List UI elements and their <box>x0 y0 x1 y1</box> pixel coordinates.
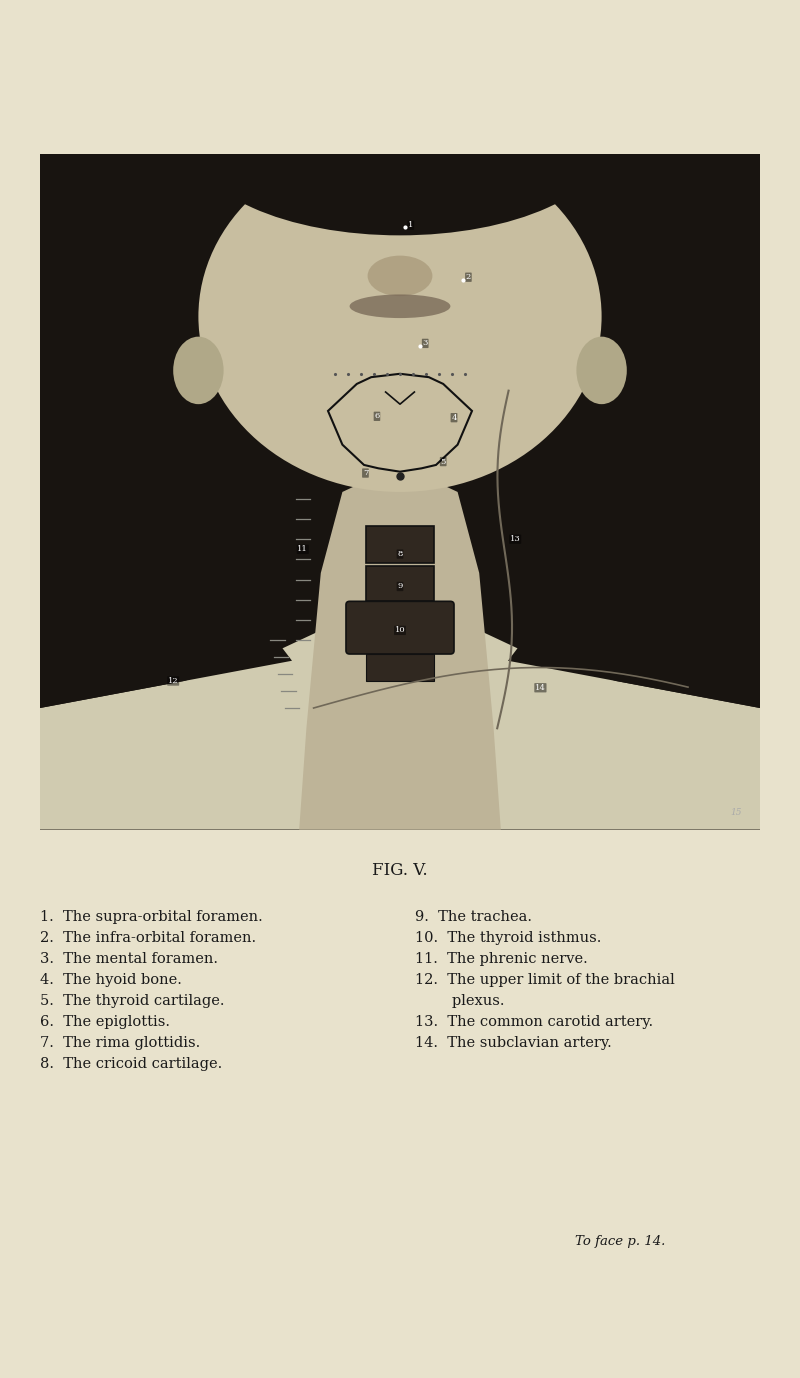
Bar <box>366 655 434 681</box>
Text: 3.  The mental foramen.: 3. The mental foramen. <box>40 952 218 966</box>
Polygon shape <box>299 464 501 830</box>
Text: 2: 2 <box>466 273 471 281</box>
Text: 14.  The subclavian artery.: 14. The subclavian artery. <box>415 1036 612 1050</box>
Text: 5.  The thyroid cartilage.: 5. The thyroid cartilage. <box>40 994 225 1007</box>
Text: plexus.: plexus. <box>415 994 505 1007</box>
Text: 1.  The supra-orbital foramen.: 1. The supra-orbital foramen. <box>40 909 262 925</box>
Text: 13: 13 <box>510 535 521 543</box>
Text: 2.  The infra-orbital foramen.: 2. The infra-orbital foramen. <box>40 932 256 945</box>
Ellipse shape <box>350 295 450 318</box>
Ellipse shape <box>191 47 609 236</box>
FancyBboxPatch shape <box>346 601 454 655</box>
Text: 3: 3 <box>422 339 428 347</box>
Bar <box>366 566 434 601</box>
Ellipse shape <box>198 141 602 492</box>
Polygon shape <box>40 276 292 708</box>
Polygon shape <box>40 154 242 324</box>
Polygon shape <box>40 613 760 830</box>
Text: 11: 11 <box>298 546 308 554</box>
Text: 12: 12 <box>168 677 178 685</box>
Text: 12.  The upper limit of the brachial: 12. The upper limit of the brachial <box>415 973 674 987</box>
Text: FIG. V.: FIG. V. <box>372 863 428 879</box>
Ellipse shape <box>368 256 432 296</box>
Text: 7.  The rima glottidis.: 7. The rima glottidis. <box>40 1036 200 1050</box>
Text: 9: 9 <box>398 583 402 591</box>
Text: 11.  The phrenic nerve.: 11. The phrenic nerve. <box>415 952 588 966</box>
Text: 1: 1 <box>408 222 414 229</box>
Text: 5: 5 <box>441 457 446 466</box>
Text: 13.  The common carotid artery.: 13. The common carotid artery. <box>415 1016 653 1029</box>
Text: 10: 10 <box>394 627 406 634</box>
Text: 10.  The thyroid isthmus.: 10. The thyroid isthmus. <box>415 932 602 945</box>
Text: 15: 15 <box>730 809 742 817</box>
Text: 14: 14 <box>535 683 546 692</box>
Text: 4: 4 <box>451 413 457 422</box>
Ellipse shape <box>173 336 224 404</box>
Polygon shape <box>558 154 760 324</box>
Text: 7: 7 <box>362 469 368 477</box>
Text: 8: 8 <box>398 550 402 558</box>
Text: 6.  The epiglottis.: 6. The epiglottis. <box>40 1016 170 1029</box>
Text: 4.  The hyoid bone.: 4. The hyoid bone. <box>40 973 182 987</box>
Bar <box>366 525 434 562</box>
Text: 9.  The trachea.: 9. The trachea. <box>415 909 532 925</box>
Polygon shape <box>508 276 760 708</box>
Ellipse shape <box>576 336 627 404</box>
Text: 6: 6 <box>374 412 379 420</box>
Text: To face p. 14.: To face p. 14. <box>575 1235 666 1248</box>
Text: 8.  The cricoid cartilage.: 8. The cricoid cartilage. <box>40 1057 222 1071</box>
